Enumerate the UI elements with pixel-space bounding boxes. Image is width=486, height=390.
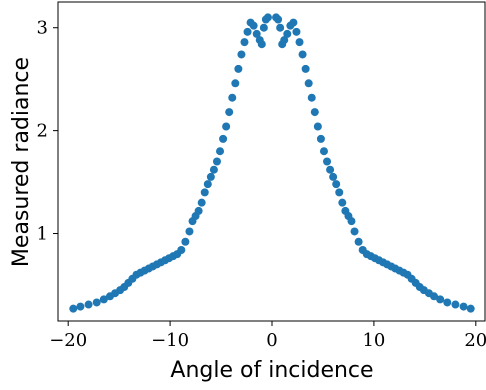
data-point bbox=[274, 15, 283, 24]
data-point bbox=[354, 237, 363, 246]
plot-area-border bbox=[57, 1, 486, 322]
data-point bbox=[319, 147, 328, 156]
data-point bbox=[430, 292, 439, 301]
x-tick-label: 10 bbox=[362, 330, 385, 351]
data-point bbox=[289, 18, 298, 27]
data-point bbox=[194, 206, 203, 215]
data-point bbox=[231, 79, 240, 88]
data-point bbox=[92, 298, 101, 307]
data-point bbox=[310, 108, 319, 117]
data-point bbox=[243, 27, 252, 36]
y-tick-label: 2 bbox=[37, 121, 48, 142]
data-point bbox=[295, 38, 304, 47]
data-point bbox=[203, 180, 212, 189]
data-point bbox=[76, 302, 85, 311]
data-point bbox=[323, 157, 332, 166]
data-point bbox=[292, 27, 301, 36]
data-point bbox=[206, 172, 215, 181]
data-point bbox=[240, 38, 249, 47]
data-point bbox=[329, 172, 338, 181]
data-point bbox=[212, 157, 221, 166]
data-point bbox=[252, 29, 261, 38]
data-point bbox=[283, 29, 292, 38]
data-point bbox=[338, 198, 347, 207]
data-point bbox=[466, 304, 475, 313]
data-point bbox=[209, 165, 218, 174]
data-point bbox=[335, 188, 344, 197]
data-point bbox=[197, 198, 206, 207]
data-point bbox=[332, 180, 341, 189]
data-point bbox=[459, 302, 468, 311]
data-point bbox=[304, 79, 313, 88]
data-point bbox=[216, 147, 225, 156]
data-point bbox=[249, 21, 258, 30]
x-tick-label: −20 bbox=[49, 330, 87, 351]
data-point bbox=[263, 13, 272, 22]
data-point bbox=[301, 64, 310, 73]
data-point bbox=[280, 36, 289, 45]
data-point bbox=[298, 50, 307, 59]
data-point bbox=[219, 134, 228, 143]
y-axis-label: Measured radiance bbox=[9, 57, 34, 267]
x-axis-label: Angle of incidence bbox=[170, 358, 373, 383]
data-point bbox=[185, 227, 194, 236]
data-point bbox=[276, 23, 285, 32]
data-point bbox=[234, 64, 243, 73]
data-points bbox=[69, 13, 475, 313]
y-tick-label: 3 bbox=[37, 18, 48, 39]
data-point bbox=[222, 122, 231, 131]
y-axis-ticks: 1 2 3 bbox=[37, 18, 58, 245]
data-point bbox=[257, 40, 266, 49]
x-tick-label: 20 bbox=[464, 330, 486, 351]
data-point bbox=[313, 122, 322, 131]
data-point bbox=[316, 134, 325, 143]
plot-frame bbox=[57, 1, 486, 322]
data-point bbox=[177, 245, 186, 254]
x-axis-ticks: −20 −10 0 10 20 bbox=[49, 321, 486, 351]
x-tick-label: 0 bbox=[266, 330, 277, 351]
data-point bbox=[237, 50, 246, 59]
data-point bbox=[347, 217, 356, 226]
y-tick-label: 1 bbox=[37, 224, 48, 245]
data-point bbox=[200, 188, 209, 197]
data-point bbox=[69, 304, 78, 313]
x-tick-label: −10 bbox=[151, 330, 189, 351]
data-point bbox=[99, 295, 108, 304]
data-point bbox=[181, 237, 190, 246]
data-point bbox=[443, 298, 452, 307]
data-point bbox=[326, 165, 335, 174]
data-point bbox=[436, 295, 445, 304]
data-point bbox=[225, 108, 234, 117]
data-point bbox=[350, 227, 359, 236]
data-point bbox=[307, 93, 316, 102]
data-point bbox=[451, 300, 460, 309]
data-point bbox=[84, 300, 93, 309]
data-point bbox=[259, 23, 268, 32]
data-point bbox=[228, 93, 237, 102]
